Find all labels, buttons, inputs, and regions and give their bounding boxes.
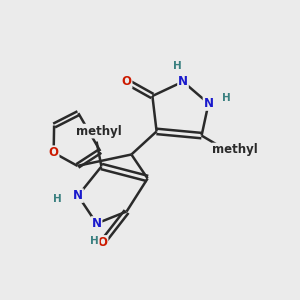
Text: H: H [90,236,99,247]
Text: H: H [52,194,62,204]
Text: H: H [222,93,231,103]
Text: O: O [98,236,108,249]
Text: H: H [173,61,182,71]
Text: N: N [92,217,102,230]
Text: methyl: methyl [76,124,122,138]
Text: N: N [73,189,83,202]
Text: methyl: methyl [212,143,258,157]
Text: O: O [49,146,58,159]
Text: N: N [178,75,188,88]
Text: N: N [203,97,214,110]
Text: O: O [122,75,132,88]
